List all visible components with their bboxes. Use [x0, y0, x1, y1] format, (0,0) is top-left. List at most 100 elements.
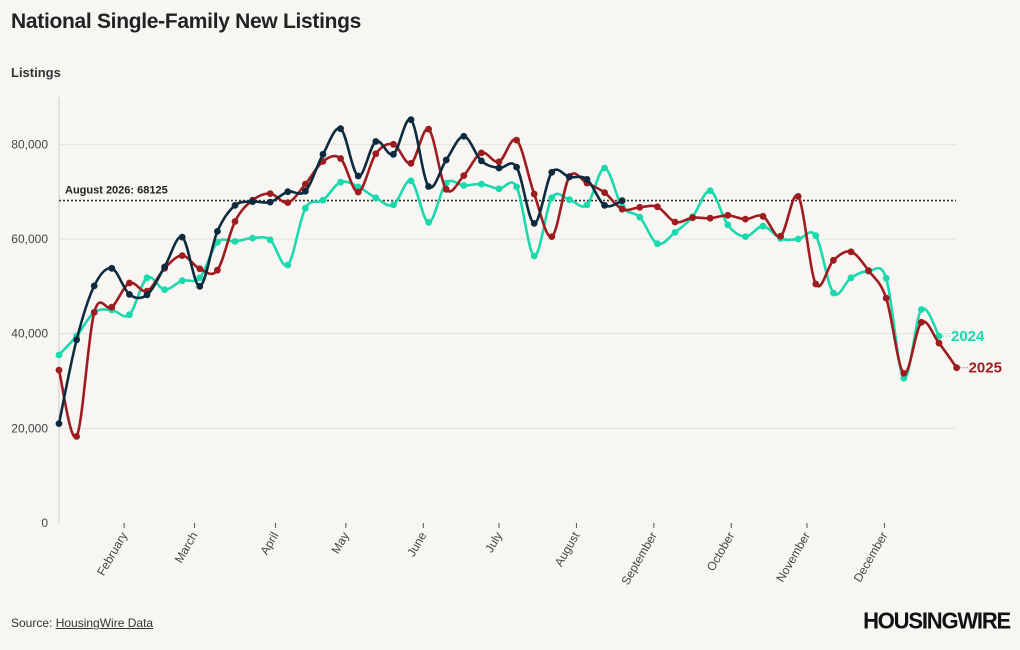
series-2024-point [478, 180, 485, 188]
series-2024-end-label: 2024 [951, 328, 985, 345]
series-2024-point [847, 274, 855, 282]
series-2025-point [742, 215, 749, 223]
series-2025-point [548, 233, 556, 241]
series-2025-point [460, 172, 468, 180]
x-tick-label: December [851, 530, 891, 585]
series-2024-point [830, 289, 837, 297]
series-2026-point [601, 202, 608, 209]
series-2024-point [460, 182, 468, 189]
series-2025-point [90, 309, 98, 316]
series-2025-point [601, 189, 608, 197]
series-2024-point [354, 183, 362, 191]
series-2026-point [513, 163, 520, 171]
series-2026-point [548, 168, 556, 176]
series-2025-point [935, 339, 943, 347]
series-2025-point [847, 248, 855, 256]
source-note: Source: HousingWire Data [11, 616, 153, 630]
series-2025-point [865, 267, 872, 275]
series-2024-point [583, 201, 591, 209]
series-2026-point [90, 282, 98, 290]
series-2026-point [231, 202, 239, 209]
series-2026-point [266, 198, 274, 206]
series-2025-point [830, 256, 837, 264]
series-2025-point [900, 370, 908, 377]
series-2025 [55, 125, 960, 440]
y-tick-label: 80,000 [11, 137, 48, 151]
series-2025-point [125, 279, 133, 287]
x-tick-label: March [172, 530, 201, 566]
series-2025-point [513, 136, 520, 144]
series-2025-point [495, 158, 503, 166]
series-2025-point [724, 211, 732, 219]
chart-title: National Single-Family New Listings [11, 10, 362, 33]
series-2025-point [214, 266, 221, 274]
series-2024-point [337, 178, 344, 186]
series-2024-point [302, 204, 309, 212]
series-2024-point [407, 177, 415, 185]
series-2026-point [478, 157, 485, 165]
series-2024-point [654, 240, 661, 248]
x-tick-label: April [257, 530, 281, 558]
y-tick-label: 0 [41, 516, 48, 530]
series-2025-point [178, 252, 186, 259]
series-2024-point [566, 196, 573, 204]
series-2024-point [55, 351, 63, 359]
y-tick-label: 40,000 [11, 327, 48, 341]
series-2025-point [689, 214, 696, 222]
x-tick-label: June [404, 529, 429, 559]
series-2025-point [73, 433, 80, 440]
series-2025-point [55, 366, 63, 374]
series-2024-point [530, 252, 538, 260]
series-2025-point [882, 294, 890, 302]
series-2025-point [407, 159, 415, 167]
series-2024-point [196, 274, 204, 282]
series-2024 [55, 164, 943, 382]
series-2025-point [284, 199, 292, 207]
series-2025-point [108, 303, 116, 311]
series-2026-point [530, 220, 538, 227]
source-link[interactable]: HousingWire Data [55, 616, 154, 630]
series-2025-point [354, 188, 362, 196]
y-ticks: 0 20,000 40,000 60,000 80,000 [11, 137, 48, 530]
series-group [55, 116, 960, 440]
series-2025-point [372, 150, 380, 158]
series-2026-point [249, 198, 256, 206]
series-2024-point [425, 219, 432, 226]
series-2026-point [354, 172, 362, 180]
series-2026-point [196, 282, 204, 290]
series-2025-point [794, 193, 802, 200]
series-2025-line [57, 127, 958, 439]
y-tick-label: 60,000 [11, 232, 48, 246]
housingwire-logo: HOUSINGWIRE [863, 607, 1011, 634]
series-2026-point [390, 150, 397, 158]
series-2024-point [319, 196, 327, 204]
series-2025-point [918, 318, 925, 326]
series-2024-point [495, 185, 503, 193]
series-2025-point [953, 364, 960, 372]
series-2026-point [302, 187, 309, 195]
series-2024-point [513, 183, 520, 191]
series-2026-point [460, 132, 468, 140]
series-2024-point [636, 213, 644, 221]
series-2025-point [671, 218, 679, 226]
x-tick-label: October [704, 529, 737, 573]
reference-line-group: August 2026: 68125 [59, 185, 956, 202]
gridlines [58, 97, 956, 523]
series-2025-point [390, 140, 397, 148]
series-2026 [55, 116, 626, 427]
series-2024-point [143, 274, 151, 282]
series-2025-point [302, 180, 309, 188]
series-2026-point [618, 197, 626, 205]
series-2024-point [724, 221, 732, 229]
series-2026-point [337, 125, 344, 133]
series-2026-point [161, 263, 169, 271]
series-2024-point [918, 306, 925, 313]
series-2024-point [390, 201, 397, 209]
series-2024-line [58, 166, 941, 380]
series-2026-line [57, 118, 623, 424]
series-2024-point [548, 194, 556, 202]
series-2025-point [478, 149, 485, 157]
series-2025-end-label: 2025 [969, 360, 1002, 377]
series-2026-point [407, 116, 415, 124]
